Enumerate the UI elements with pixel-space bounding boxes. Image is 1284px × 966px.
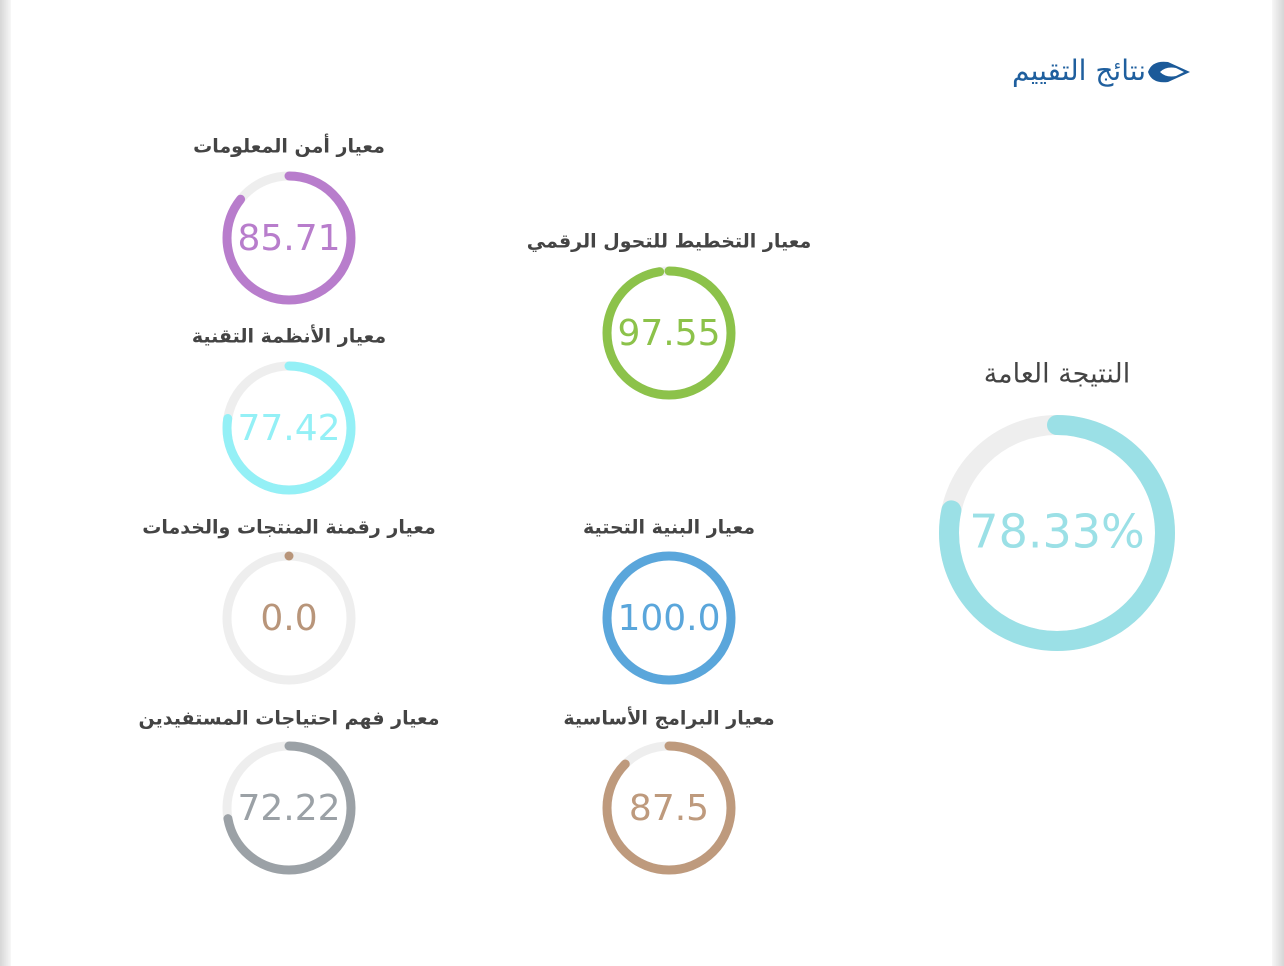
gauge-value: 100.0: [617, 598, 720, 639]
gauge-value: 72.22: [237, 788, 340, 829]
left-edge: [0, 0, 11, 966]
gauge-value: 87.5: [629, 788, 709, 829]
gauge-arc: [602, 266, 736, 400]
section-icon: [1148, 61, 1190, 83]
gauge-value: 0.0: [260, 598, 317, 639]
right-edge: [1272, 0, 1284, 966]
gauge-arc: [602, 741, 736, 875]
gauge-arc: [939, 415, 1175, 651]
gauge-title: معيار فهم احتياجات المستفيدين: [139, 708, 440, 730]
section-title: نتائج التقييم: [1012, 54, 1146, 87]
gauge-title: معيار أمن المعلومات: [193, 134, 385, 158]
gauge-title: معيار البنية التحتية: [583, 517, 755, 539]
gauge-title: معيار رقمنة المنتجات والخدمات: [142, 517, 436, 539]
gauge-value: 78.33%: [969, 505, 1144, 559]
gauge-arc: [222, 171, 356, 305]
gauge-value: 97.55: [617, 313, 720, 354]
gauge-arc: [222, 361, 356, 495]
gauge-arc: [222, 551, 356, 685]
gauge-title: معيار البرامج الأساسية: [563, 707, 774, 730]
gauge-arc: [602, 551, 736, 685]
gauge-title: معيار الأنظمة التقنية: [192, 325, 386, 348]
gauge-value: 77.42: [237, 408, 340, 449]
gauge-arc: [222, 741, 356, 875]
gauge-value: 85.71: [237, 218, 340, 259]
gauge-title: معيار التخطيط للتحول الرقمي: [527, 231, 811, 253]
gauge-title: النتيجة العامة: [984, 359, 1131, 390]
